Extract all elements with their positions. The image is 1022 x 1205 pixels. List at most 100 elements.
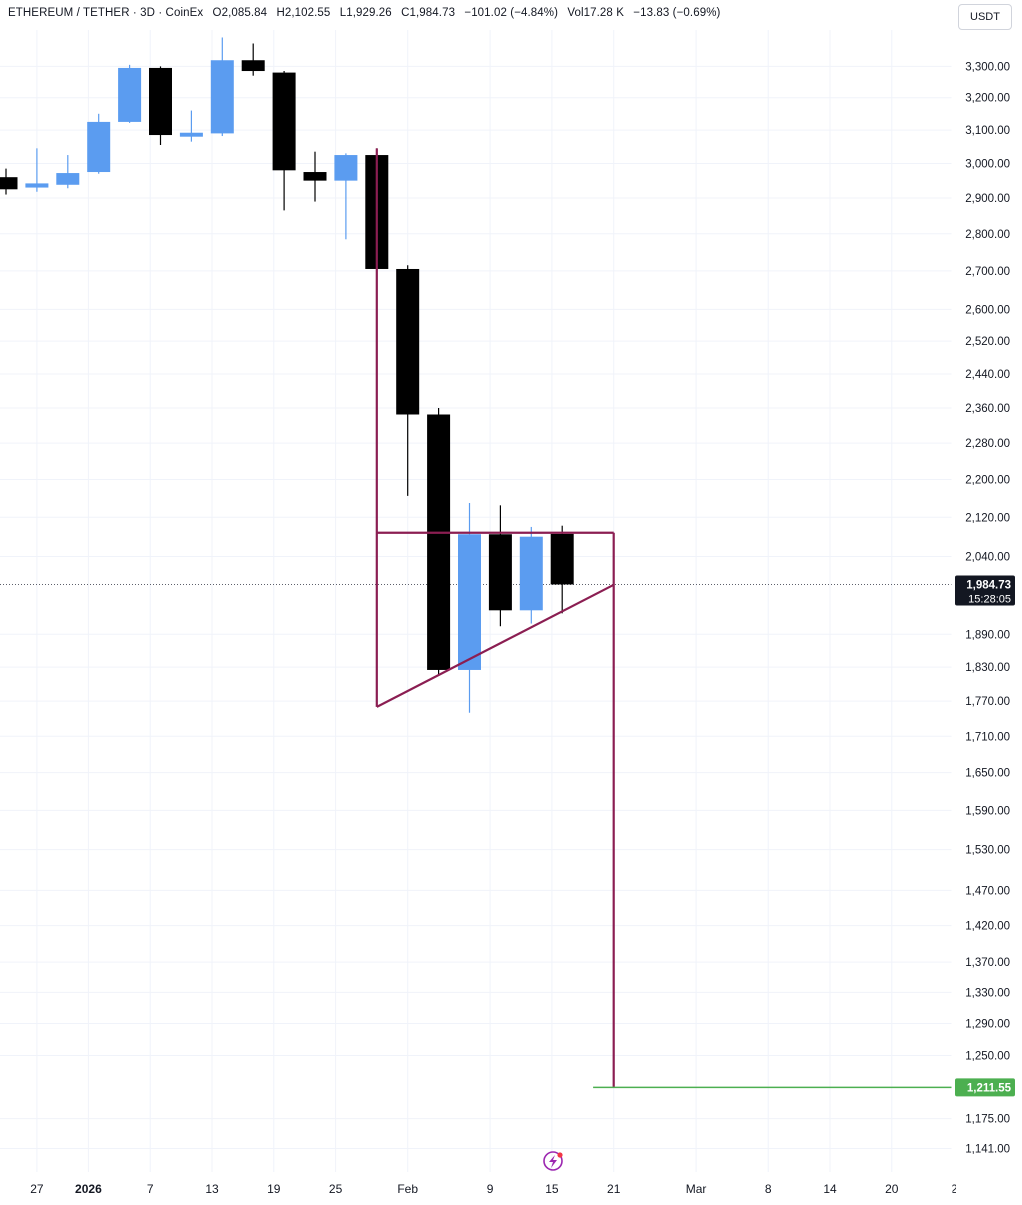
y-tick-label: 2,700.00 (965, 266, 1010, 278)
price-axis[interactable]: 3,300.00 3,200.00 3,100.00 3,000.00 2,900.00… (965, 61, 1010, 1155)
y-tick-label: 2,360.00 (965, 403, 1010, 415)
y-tick-label: 1,470.00 (965, 885, 1010, 897)
y-tick-label: 3,000.00 (965, 159, 1010, 171)
candle-body (488, 534, 512, 611)
change-value: −101.02 (−4.84%) (464, 7, 559, 19)
lightning-icon-bolt (549, 1155, 557, 1168)
candle (519, 526, 543, 624)
candle-body (241, 60, 265, 72)
x-tick-label: 19 (267, 1182, 281, 1196)
y-tick-label: 1,175.00 (965, 1114, 1010, 1126)
current-price-label: 1,984.73 15:28:05 (955, 575, 1015, 606)
candle (149, 66, 172, 145)
symbol-legend: ETHEREUM / TETHER · 3D · CoinEx O2,085.8… (8, 7, 726, 19)
x-tick-label-clipped: 2 (951, 1182, 958, 1196)
y-tick-label: 3,300.00 (965, 61, 1010, 73)
axis-corner (956, 1180, 1022, 1200)
x-tick-label: 2026 (75, 1182, 102, 1196)
candle (25, 148, 49, 192)
target-price-label-bg (955, 1078, 1015, 1097)
current-price-value: 1,984.73 (966, 579, 1011, 591)
x-tick-label: 13 (205, 1182, 219, 1196)
candle (334, 153, 358, 240)
x-tick-label: 21 (607, 1182, 621, 1196)
candle-body (334, 155, 358, 181)
candle (396, 265, 420, 496)
symbol-name[interactable]: ETHEREUM / TETHER · 3D · CoinEx (8, 7, 204, 19)
x-tick-label: 15 (545, 1182, 559, 1196)
volume-value: Vol17.28 K (567, 7, 624, 19)
close-value: C1,984.73 (401, 7, 456, 19)
candle-body (118, 67, 142, 122)
candle-body (550, 533, 574, 585)
time-axis[interactable]: 27 2026 7 13 19 25 Feb 9 15 21 Mar 8 14 20 2 (30, 1180, 1022, 1200)
extras-layer (543, 0, 953, 1200)
y-tick-label: 1,770.00 (965, 696, 1010, 708)
y-tick-label: 1,330.00 (965, 987, 1010, 999)
y-tick-label: 1,420.00 (965, 921, 1010, 933)
candle-body (427, 414, 451, 670)
current-price-label-bg (955, 575, 1015, 606)
y-tick-label: 1,290.00 (965, 1018, 1010, 1030)
y-tick-label: 1,590.00 (965, 805, 1010, 817)
y-tick-label: 1,650.00 (965, 768, 1010, 780)
x-tick-label: Mar (686, 1182, 707, 1196)
x-tick-label: 7 (147, 1182, 154, 1196)
high-value: H2,102.55 (276, 7, 331, 19)
candle (272, 71, 296, 211)
x-tick-label: Feb (397, 1182, 418, 1196)
candle (210, 37, 234, 137)
grid-layer (0, 30, 952, 1172)
volume-change-value: −13.83 (−0.69%) (633, 7, 721, 19)
candle-body (519, 536, 543, 611)
candle (458, 502, 481, 713)
currency-button[interactable]: USDT (958, 4, 1012, 30)
price-labels-layer: 1,984.73 15:28:05 1,211.55 (955, 575, 1015, 1097)
candles-layer (0, 37, 574, 713)
target-price-value: 1,211.55 (967, 1082, 1012, 1094)
y-tick-label: 1,370.00 (965, 957, 1010, 969)
y-tick-label: 1,530.00 (965, 845, 1010, 857)
y-tick-label: 2,900.00 (965, 193, 1010, 205)
candle-body (272, 72, 296, 171)
candle-body (303, 172, 327, 181)
y-tick-label: 3,100.00 (965, 125, 1010, 137)
candle (56, 155, 80, 189)
x-tick-label: 20 (885, 1182, 899, 1196)
candle (0, 168, 18, 195)
y-tick-label: 2,440.00 (965, 369, 1010, 381)
x-tick-label: 27 (30, 1182, 44, 1196)
y-tick-label: 1,141.00 (965, 1144, 1010, 1156)
y-tick-label: 2,200.00 (965, 475, 1010, 487)
candle-body (210, 60, 234, 134)
y-tick-label: 1,250.00 (965, 1051, 1010, 1063)
candle (118, 64, 142, 123)
candle-body (87, 121, 111, 173)
y-tick-label: 2,120.00 (965, 512, 1010, 524)
countdown-value: 15:28:05 (968, 593, 1011, 605)
pattern-drawings-layer[interactable] (375, 148, 952, 1089)
candle (241, 43, 265, 76)
y-tick-label: 3,200.00 (965, 93, 1010, 105)
lightning-icon (543, 1151, 563, 1171)
y-tick-label: 2,800.00 (965, 229, 1010, 241)
candle (179, 110, 203, 142)
x-tick-label: 8 (765, 1182, 772, 1196)
y-tick-label: 1,710.00 (965, 731, 1010, 743)
y-tick-label: 2,520.00 (965, 336, 1010, 348)
candle (87, 113, 111, 174)
x-tick-label: 9 (487, 1182, 494, 1196)
low-value: L1,929.26 (339, 7, 392, 19)
y-tick-label: 2,040.00 (965, 551, 1010, 563)
y-tick-label: 2,280.00 (965, 438, 1010, 450)
candle-body (458, 534, 481, 670)
candle-body (0, 177, 18, 190)
candle-body (56, 173, 80, 185)
pennant-bottom-line (376, 583, 615, 708)
candle-body (149, 67, 172, 136)
candle (550, 525, 574, 614)
candle-body (396, 268, 420, 415)
target-price-label: 1,211.55 (955, 1078, 1015, 1097)
